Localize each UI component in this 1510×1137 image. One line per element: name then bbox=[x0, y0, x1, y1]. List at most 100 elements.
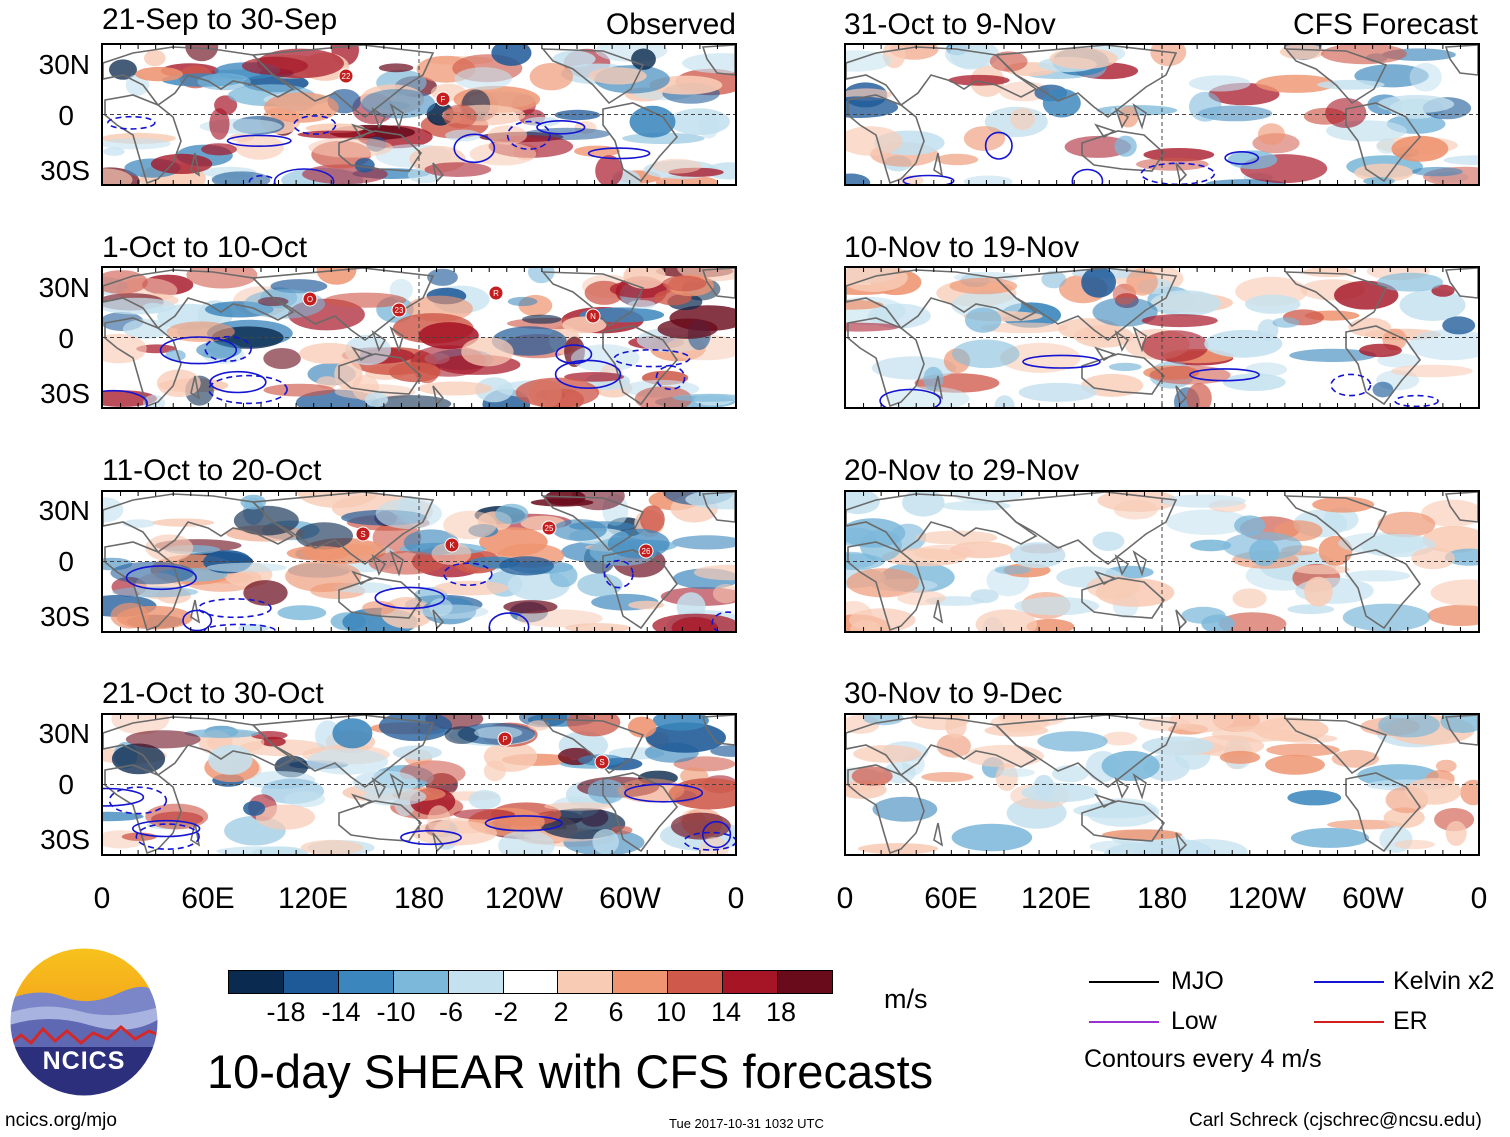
shear-anomaly-blob bbox=[1141, 330, 1209, 362]
shear-anomaly-blob bbox=[1379, 825, 1413, 853]
shear-anomaly-blob bbox=[103, 138, 171, 150]
coastline bbox=[846, 46, 1038, 107]
shear-anomaly-blob bbox=[1377, 511, 1436, 538]
shear-anomaly-blob bbox=[634, 386, 693, 407]
observed-label: Observed bbox=[605, 8, 736, 41]
shear-field-fcst-1 bbox=[846, 45, 1478, 184]
shear-anomaly-blob bbox=[1049, 47, 1118, 70]
footer-url[interactable]: ncics.org/mjo bbox=[5, 1110, 117, 1131]
shear-anomaly-blob bbox=[295, 522, 353, 550]
coastline bbox=[701, 492, 735, 523]
shear-anomaly-blob bbox=[277, 605, 327, 621]
shear-anomaly-blob bbox=[1041, 270, 1067, 289]
tropical-cyclone-marker bbox=[594, 754, 610, 770]
shear-anomaly-blob bbox=[963, 175, 1013, 184]
shear-anomaly-blob bbox=[152, 518, 215, 527]
lon-label-180: 180 bbox=[393, 882, 445, 915]
shear-anomaly-blob bbox=[144, 49, 166, 67]
shear-anomaly-blob bbox=[1009, 542, 1066, 569]
shear-anomaly-blob bbox=[1126, 268, 1158, 296]
shear-anomaly-blob bbox=[1204, 329, 1283, 358]
colorbar-tick: 18 bbox=[765, 997, 797, 1027]
shear-anomaly-blob bbox=[145, 534, 194, 562]
shear-anomaly-blob bbox=[1312, 496, 1375, 513]
shear-anomaly-blob bbox=[264, 92, 339, 123]
shear-field-obs-3: K 25 26 S bbox=[103, 492, 735, 631]
lon-label-180: 180 bbox=[1136, 882, 1188, 915]
coastline bbox=[103, 269, 295, 330]
coastline bbox=[251, 268, 435, 341]
shear-anomaly-blob bbox=[851, 766, 893, 786]
lon-label-60w: 60W bbox=[1342, 882, 1404, 915]
footer-author[interactable]: Carl Schreck (cjschrec@ncsu.edu) bbox=[1189, 1110, 1482, 1131]
shear-anomaly-blob bbox=[921, 772, 974, 782]
coastline bbox=[1345, 325, 1422, 406]
kelvin-contour bbox=[273, 168, 335, 184]
shear-anomaly-blob bbox=[103, 497, 124, 523]
colorbar-tick: 10 bbox=[655, 997, 687, 1027]
shear-anomaly-blob bbox=[549, 564, 578, 588]
shear-anomaly-blob bbox=[1086, 575, 1140, 600]
shear-anomaly-blob bbox=[166, 321, 235, 342]
lat-label-eq: 0 bbox=[58, 100, 74, 131]
kelvin-contour bbox=[1224, 151, 1260, 165]
kelvin-contour bbox=[159, 336, 238, 365]
coastline bbox=[1345, 549, 1422, 630]
shear-anomaly-blob bbox=[197, 73, 251, 91]
shear-anomaly-blob bbox=[263, 383, 335, 397]
lat-label-30n: 30N bbox=[38, 49, 90, 80]
shear-anomaly-blob bbox=[1141, 314, 1218, 328]
shear-anomaly-blob bbox=[1359, 343, 1402, 358]
shear-anomaly-blob bbox=[640, 505, 665, 534]
shear-anomaly-blob bbox=[1431, 284, 1455, 297]
shear-anomaly-blob bbox=[461, 337, 514, 367]
shear-anomaly-blob bbox=[846, 492, 880, 515]
forecast-label: CFS Forecast bbox=[1292, 8, 1478, 41]
shear-anomaly-blob bbox=[645, 722, 726, 753]
shear-anomaly-blob bbox=[184, 728, 260, 738]
shear-anomaly-blob bbox=[671, 617, 718, 631]
colorbar-segment bbox=[502, 971, 558, 993]
lon-label-60e: 60E bbox=[181, 882, 235, 915]
coastline bbox=[994, 715, 1178, 788]
shear-field-obs-2: 23 R N O bbox=[103, 268, 735, 407]
kelvin-contour bbox=[624, 783, 704, 803]
kelvin-contour bbox=[135, 823, 200, 851]
coastline bbox=[933, 822, 944, 847]
coastline bbox=[602, 102, 679, 183]
shear-anomaly-blob bbox=[1026, 618, 1075, 631]
colorbar-tick: -6 bbox=[438, 997, 463, 1027]
shear-anomaly-blob bbox=[354, 158, 375, 173]
shear-anomaly-blob bbox=[523, 116, 561, 127]
kelvin-contour bbox=[1189, 368, 1260, 382]
shear-anomaly-blob bbox=[498, 830, 555, 854]
shear-anomaly-blob bbox=[1201, 614, 1235, 631]
coastline bbox=[1081, 577, 1166, 619]
shear-anomaly-blob bbox=[1354, 163, 1414, 182]
coastline bbox=[1175, 832, 1188, 853]
coastline bbox=[1444, 268, 1478, 299]
shear-anomaly-blob bbox=[306, 748, 389, 775]
kelvin-contour bbox=[1330, 373, 1372, 397]
shear-anomaly-blob bbox=[209, 108, 230, 140]
shear-anomaly-blob bbox=[1248, 539, 1280, 566]
shear-anomaly-blob bbox=[994, 395, 1015, 407]
map-fcst-3 bbox=[844, 490, 1480, 633]
shear-anomaly-blob bbox=[103, 811, 144, 822]
tropical-cyclone-marker bbox=[488, 285, 504, 301]
shear-anomaly-blob bbox=[951, 339, 1020, 369]
shear-anomaly-blob bbox=[1018, 382, 1097, 402]
shear-anomaly-blob bbox=[853, 745, 922, 763]
shear-anomaly-blob bbox=[1377, 95, 1455, 114]
coastline bbox=[1444, 715, 1478, 746]
legend-label-er: ER bbox=[1393, 1007, 1428, 1035]
shear-anomaly-blob bbox=[186, 268, 258, 289]
coastline bbox=[251, 45, 435, 118]
tropical-cyclone-marker bbox=[391, 302, 407, 318]
shear-anomaly-blob bbox=[516, 609, 603, 628]
shear-anomaly-blob bbox=[1304, 576, 1333, 607]
coastline bbox=[251, 715, 435, 788]
colorbar-tick: -10 bbox=[376, 997, 416, 1027]
shear-anomaly-blob bbox=[587, 779, 626, 804]
shear-anomaly-blob bbox=[628, 300, 656, 309]
